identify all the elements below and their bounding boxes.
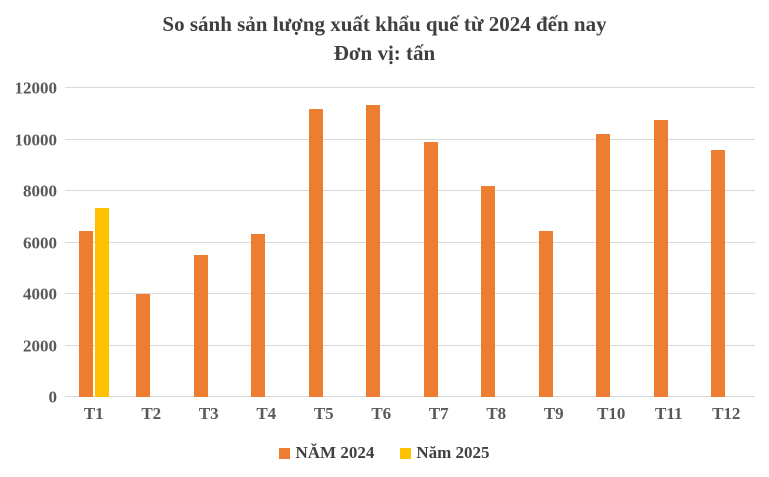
gridline [65, 344, 755, 346]
y-axis-tick-label: 10000 [14, 130, 58, 149]
bar-năm-2024-t9 [538, 230, 553, 397]
gridline [65, 396, 755, 397]
x-axis-tick-label-t4: T4 [256, 404, 277, 423]
bar-năm-2024-t12 [711, 149, 726, 397]
bar-năm-2024-t6 [366, 104, 381, 397]
x-axis-tick-label-t3: T3 [198, 404, 219, 423]
legend-label: Năm 2025 [416, 443, 490, 462]
y-axis-tick-label: 6000 [23, 233, 57, 252]
bar-năm-2024-t10 [596, 134, 611, 397]
x-axis-tick-label-t6: T6 [371, 404, 392, 423]
gridline [65, 293, 755, 294]
bar-năm-2024-t8 [481, 185, 496, 397]
bar-năm-2024-t7 [423, 142, 438, 397]
bar-group-t12 [698, 88, 756, 397]
y-axis: 0 2000 4000 6000 8000 10000 12000 [0, 80, 58, 406]
y-axis-tick-label: 0 [48, 387, 58, 407]
bar-năm-2025-t1 [94, 207, 109, 397]
bar-group-t3 [180, 88, 238, 397]
chart-subtitle: Đơn vị: tấn [333, 41, 436, 65]
gridline [65, 190, 755, 191]
legend-item-năm-2024: NĂM 2024 [279, 443, 374, 463]
bar-group-t4 [238, 88, 296, 397]
bar-năm-2024-t2 [136, 294, 151, 397]
x-axis-tick-label-t11: T11 [655, 404, 683, 423]
bar-group-t8 [468, 88, 526, 397]
bar-năm-2024-t11 [653, 120, 668, 397]
legend-label: NĂM 2024 [295, 443, 375, 462]
plot-area [65, 87, 756, 397]
bar-năm-2024-t1 [78, 230, 93, 397]
y-axis-tick-label: 12000 [14, 78, 58, 98]
legend-swatch-icon [400, 447, 412, 459]
bar-group-t7 [410, 88, 468, 397]
x-axis: T1 T2 T3 T4 T5 T6 T7 T8 T9 T10 T11 T12 [65, 404, 755, 424]
x-axis-tick-label-t2: T2 [141, 404, 162, 423]
bar-group-t1 [65, 88, 123, 397]
chart-title: So sánh sản lượng xuất khẩu quế từ 2024 … [162, 12, 607, 36]
bar-group-t5 [295, 88, 353, 397]
x-axis-tick-label-t9: T9 [543, 404, 564, 423]
bar-năm-2024-t3 [193, 255, 208, 397]
x-axis-tick-label-t10: T10 [597, 404, 626, 423]
x-axis-tick-label-t1: T1 [83, 404, 104, 423]
bar-năm-2024-t5 [308, 108, 323, 397]
bar-group-t11 [640, 88, 698, 397]
bar-group-t9 [525, 88, 583, 397]
gridline [65, 87, 755, 88]
y-axis-tick-label: 8000 [23, 181, 57, 201]
bar-group-t2 [123, 88, 181, 397]
x-axis-tick-label-t7: T7 [428, 404, 449, 423]
bar-group-t6 [353, 88, 411, 397]
x-axis-tick-label-t12: T12 [712, 404, 741, 423]
x-axis-tick-label-t8: T8 [486, 404, 507, 423]
x-axis-tick-label-t5: T5 [313, 404, 334, 423]
y-axis-tick-label: 2000 [23, 336, 57, 355]
legend-swatch-icon [279, 447, 291, 459]
bar-năm-2024-t4 [251, 233, 266, 397]
y-axis-tick-label: 4000 [23, 284, 57, 304]
chart-title-block: So sánh sản lượng xuất khẩu quế từ 2024 … [0, 10, 769, 68]
legend: NĂM 2024 Năm 2025 [0, 443, 769, 463]
legend-item-năm-2025: Năm 2025 [400, 443, 490, 463]
gridline [65, 138, 755, 140]
gridline [65, 241, 755, 243]
bar-group-t10 [583, 88, 641, 397]
